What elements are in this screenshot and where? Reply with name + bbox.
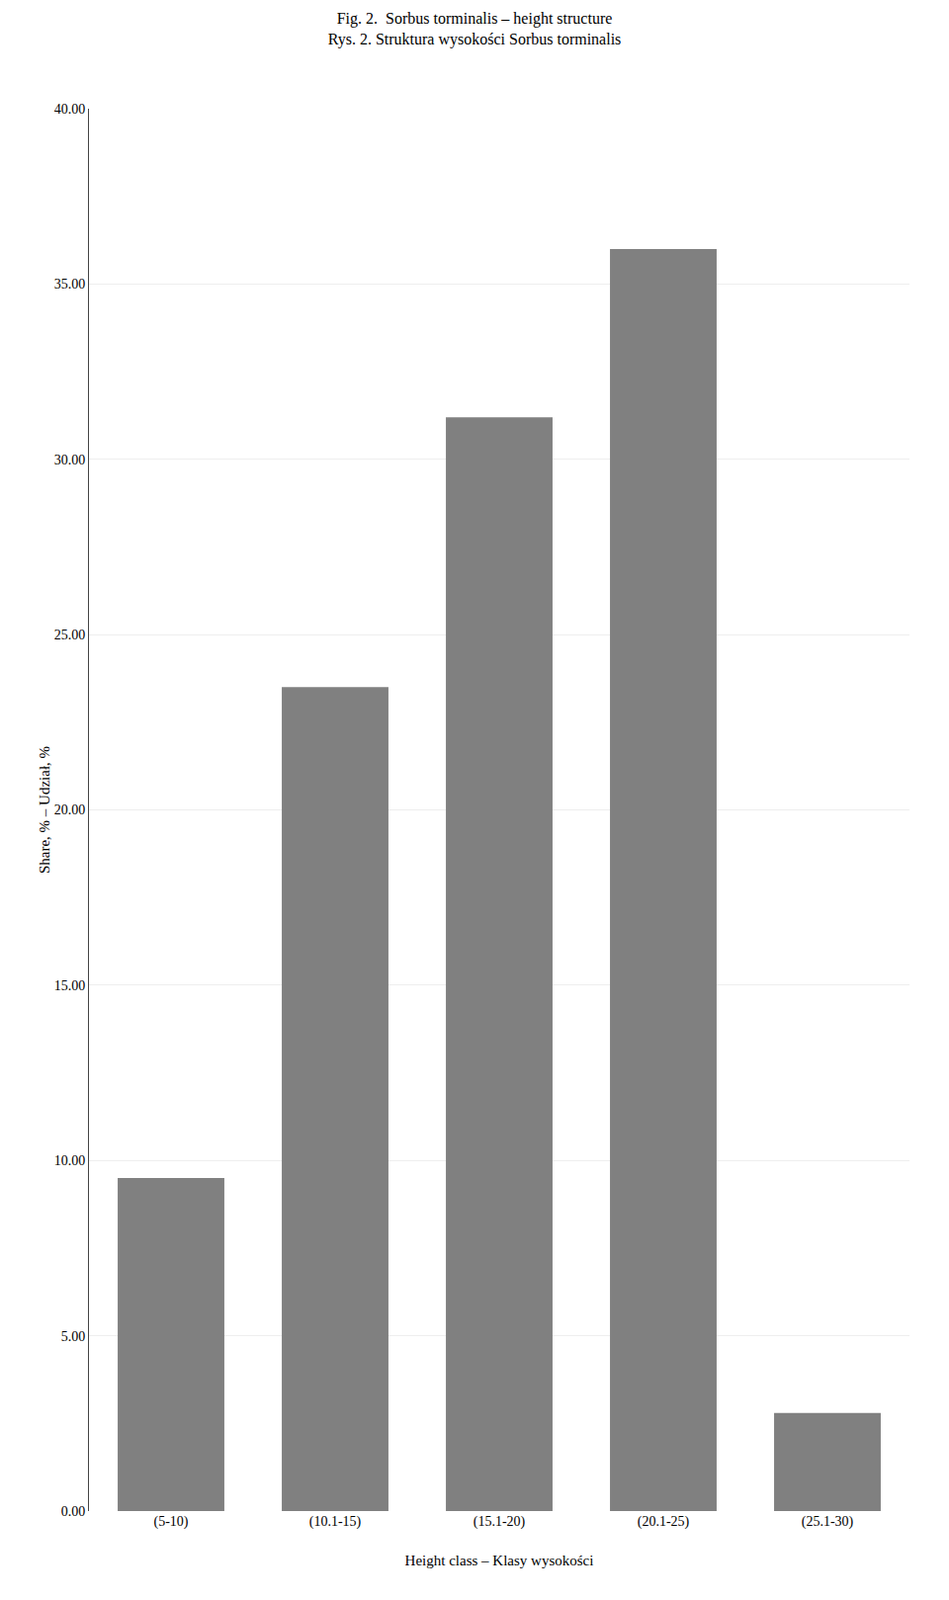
svg-text:(10.1-15): (10.1-15) <box>309 1514 362 1531</box>
svg-text:(5-10): (5-10) <box>154 1514 189 1531</box>
svg-text:0.00: 0.00 <box>61 1504 87 1520</box>
svg-text:Fig. 2. Sorbus torminalis – h: Fig. 2. Sorbus torminalis – height struc… <box>328 9 622 49</box>
svg-text:(25.1-30): (25.1-30) <box>801 1514 855 1531</box>
svg-text:40.00: 40.00 <box>54 101 87 117</box>
svg-text:Height class – Klasy wysokości: Height class – Klasy wysokości <box>405 1552 595 1569</box>
svg-text:30.00: 30.00 <box>54 452 87 468</box>
svg-text:20.00: 20.00 <box>54 802 87 818</box>
svg-text:25.00: 25.00 <box>54 627 87 643</box>
svg-text:15.00: 15.00 <box>54 978 87 994</box>
svg-text:(15.1-20): (15.1-20) <box>473 1514 526 1531</box>
svg-text:10.00: 10.00 <box>54 1153 87 1169</box>
svg-text:35.00: 35.00 <box>54 276 87 292</box>
svg-text:(20.1-25): (20.1-25) <box>637 1514 691 1531</box>
svg-text:5.00: 5.00 <box>61 1329 87 1345</box>
svg-text:Share, % – Udział, %: Share, % – Udział, % <box>36 746 53 874</box>
